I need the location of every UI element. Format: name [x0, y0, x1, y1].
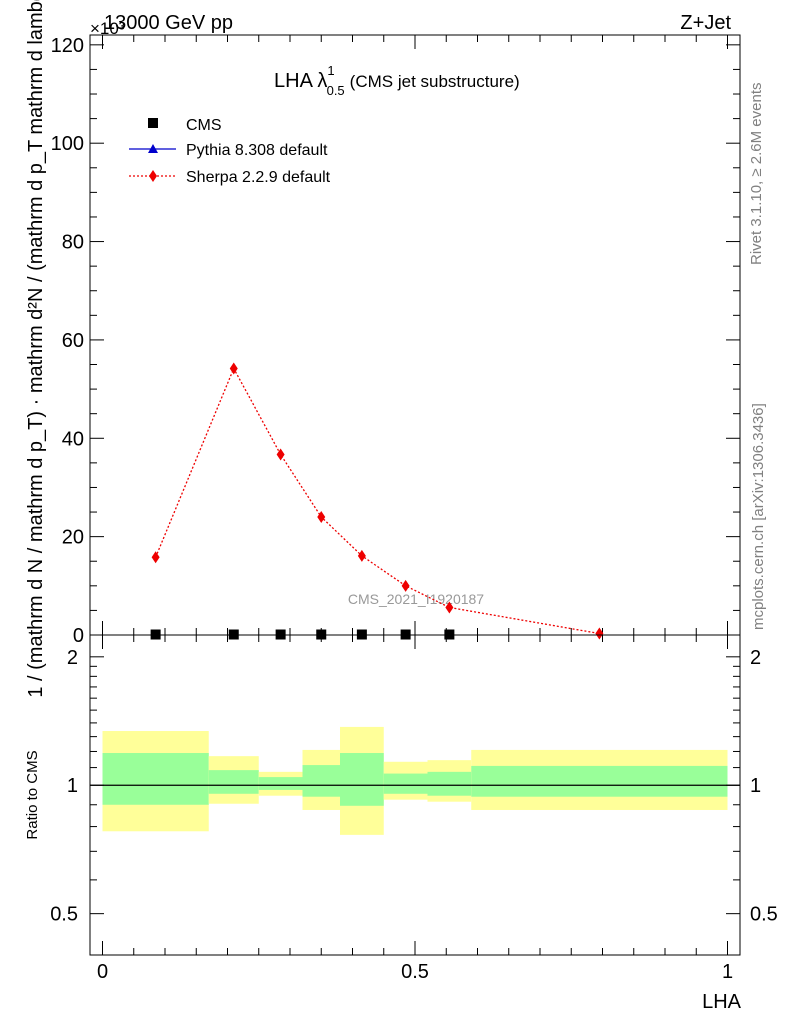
sherpa-point [445, 601, 454, 614]
ratio-band-inner [471, 765, 728, 797]
ratio-band-inner [258, 777, 303, 790]
legend-label-sherpa: Sherpa 2.2.9 default [186, 169, 331, 186]
legend: CMS Pythia 8.308 default Sherpa 2.2.9 de… [129, 117, 331, 186]
panel-title-rest: (CMS jet substructure) [350, 72, 520, 91]
x-axis-label: LHA [702, 991, 742, 1013]
header-left-title: 13000 GeV pp [104, 12, 233, 34]
legend-marker-pythia [148, 144, 158, 153]
ratio-y-tick-label-right: 1 [750, 775, 761, 797]
mcplots-info-text: mcplots.cern.ch [arXiv:1306.3436] [750, 403, 767, 630]
legend-label-cms: CMS [186, 117, 222, 134]
header-right-title: Z+Jet [680, 12, 731, 34]
ratio-axis-tick-labels: 0.5 0.5 1 1 2 2 0 0.5 1 [50, 647, 778, 983]
top-y-tick-label: 120 [51, 35, 84, 57]
sherpa-point [229, 362, 238, 375]
legend-marker-cms [148, 118, 158, 128]
ratio-axis-ticks [90, 635, 740, 956]
top-y-axis-label-text: 1 / (mathrm d N / mathrm d p_T) · mathrm… [25, 0, 47, 698]
top-y-axis-label: 1 / (mathrm d N / mathrm d p_T) · mathrm… [25, 0, 47, 698]
analysis-watermark: CMS_2021_I1920187 [348, 591, 484, 607]
ratio-band-inner [340, 753, 384, 806]
ratio-band-inner [102, 753, 209, 805]
ratio-y-tick-label-left: 1 [67, 775, 78, 797]
top-y-tick-label: 100 [51, 133, 84, 155]
legend-label-pythia: Pythia 8.308 default [186, 142, 328, 159]
ratio-band-inner [302, 765, 340, 797]
top-y-tick-label: 0 [73, 625, 84, 647]
ratio-y-tick-label-right: 2 [750, 647, 761, 669]
ratio-y-axis-label: Ratio to CMS [24, 750, 41, 839]
panel-title-main: LHA λ [274, 70, 327, 92]
top-y-tick-label: 40 [62, 428, 84, 450]
top-y-tick-label: 20 [62, 527, 84, 549]
top-y-tick-label: 80 [62, 232, 84, 254]
x-tick-label: 1 [722, 961, 733, 983]
panel-title-subscript: 0.5 [327, 83, 345, 98]
ratio-band-inner [208, 770, 259, 794]
sherpa-point [276, 448, 285, 461]
panel-title-superscript: 1 [327, 63, 334, 78]
legend-marker-sherpa [149, 170, 157, 182]
top-axis-tick-labels: 0 20 40 60 80 100 120 [51, 35, 84, 647]
ratio-band-inner [427, 771, 472, 796]
sherpa-point [317, 510, 326, 523]
sherpa-point [401, 579, 410, 592]
rivet-info-text: Rivet 3.1.10, ≥ 2.6M events [748, 83, 765, 266]
sherpa-point [151, 551, 160, 564]
main-plot-panel: 0 20 40 60 80 100 120 LHA λ1 0.5 (CMS jet substr… [51, 34, 741, 647]
ratio-y-tick-label-left: 0.5 [50, 904, 78, 926]
panel-title: LHA λ1 0.5 (CMS jet substructure) [274, 63, 520, 98]
sherpa-line [155, 366, 600, 635]
ratio-y-tick-label-right: 0.5 [750, 904, 778, 926]
sherpa-point [595, 627, 604, 640]
ratio-band-inner [383, 773, 428, 794]
x-tick-label: 0.5 [401, 961, 429, 983]
sherpa-point [357, 549, 366, 562]
top-y-tick-label: 60 [62, 330, 84, 352]
series-sherpa [151, 362, 604, 640]
ratio-plot-panel: 0.5 0.5 1 1 2 2 0 0.5 1 Ratio to CMS LHA [24, 634, 778, 1013]
ratio-y-tick-label-left: 2 [67, 647, 78, 669]
x-tick-label: 0 [97, 961, 108, 983]
y-axis-exponent: ×10³ [90, 19, 125, 38]
ratio-panel-frame [89, 634, 741, 956]
ratio-uncertainty-bands [102, 726, 728, 835]
